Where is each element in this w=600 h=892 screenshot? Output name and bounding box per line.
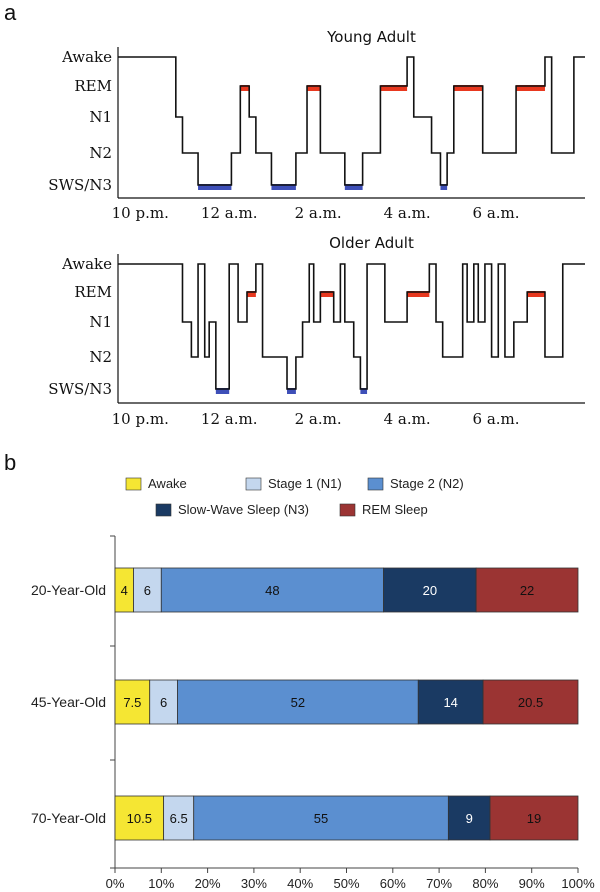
- bar-value-label: 48: [265, 583, 279, 598]
- bar-segment-stage-2-n2: [177, 679, 419, 725]
- hypnogram-x-tick-label: 10 p.m.: [112, 204, 169, 222]
- bar-value-label: 6: [160, 695, 167, 710]
- bar-segment-rem-sleep: [489, 795, 579, 841]
- hypnogram-rem-segment: [320, 291, 334, 297]
- bar-segment-slow-wave-sleep-n3: [447, 795, 491, 841]
- hypnogram-title: Young Adult: [326, 28, 416, 46]
- bar-value-label: 20.5: [518, 695, 543, 710]
- legend-swatch-stage-2-n2: [367, 477, 384, 491]
- hypnogram-x-tick-label: 2 a.m.: [295, 204, 342, 222]
- hypnogram-x-tick-label: 12 a.m.: [201, 204, 258, 222]
- stage-label-sws-n3: SWS/N3: [48, 380, 112, 398]
- stage-label-n2: N2: [89, 144, 112, 162]
- legend-label-slow-wave-sleep-n3: Slow-Wave Sleep (N3): [178, 502, 309, 517]
- bar-segment-slow-wave-sleep-n3: [417, 679, 484, 725]
- stage-label-rem: REM: [74, 283, 112, 301]
- bar-segment-stage-1-n1: [163, 795, 195, 841]
- legend-swatch-awake: [125, 477, 142, 491]
- bar-x-tick-label: 40%: [287, 876, 313, 891]
- hypnogram-rem-segment: [453, 85, 483, 91]
- hypnogram-x-tick-label: 2 a.m.: [295, 410, 342, 428]
- bar-x-tick-label: 20%: [195, 876, 221, 891]
- legend-swatch-slow-wave-sleep-n3: [155, 503, 172, 517]
- hypnogram-rem-segment: [527, 291, 545, 297]
- hypnogram-rem-segment: [380, 85, 408, 91]
- legend-swatch-rem-sleep: [339, 503, 356, 517]
- bar-value-label: 6.5: [170, 811, 188, 826]
- category-label-45-year-old: 45-Year-Old: [31, 694, 106, 710]
- panel-a-label: a: [4, 0, 17, 25]
- bar-x-tick-label: 90%: [519, 876, 545, 891]
- hypnogram-step-line: [118, 56, 585, 186]
- bar-value-label: 52: [291, 695, 305, 710]
- legend-swatch-stage-1-n1: [245, 477, 262, 491]
- bar-x-tick-label: 70%: [426, 876, 452, 891]
- hypnogram-step-line: [118, 263, 585, 390]
- bar-x-tick-label: 10%: [148, 876, 174, 891]
- bar-value-label: 55: [314, 811, 328, 826]
- bar-x-tick-label: 0%: [106, 876, 125, 891]
- stage-label-n1: N1: [89, 108, 112, 126]
- bar-value-label: 20: [423, 583, 437, 598]
- hypnogram-sws-n3-segment: [215, 388, 230, 394]
- hypnogram-sws-n3-segment: [440, 184, 448, 190]
- sleep-stage-stacked-bar-chart: Awake Stage 1 (N1) Stage 2 (N2) Slow-Wave S…: [31, 476, 595, 891]
- hypnogram-x-tick-label: 10 p.m.: [112, 410, 169, 428]
- legend-label-stage-2-n2: Stage 2 (N2): [390, 476, 464, 491]
- bar-x-tick-label: 60%: [380, 876, 406, 891]
- bar-x-tick-label: 100%: [561, 876, 595, 891]
- bar-value-label: 19: [527, 811, 541, 826]
- panel-b-label: b: [4, 450, 16, 475]
- bar-segment-stage-2-n2: [193, 795, 449, 841]
- hypnogram-x-tick-label: 6 a.m.: [473, 204, 520, 222]
- bar-segment-awake: [114, 679, 151, 725]
- bar-value-label: 7.5: [123, 695, 141, 710]
- legend-label-awake: Awake: [148, 476, 187, 491]
- hypnogram-rem-segment: [516, 85, 545, 91]
- stage-label-rem: REM: [74, 77, 112, 95]
- bar-segment-stage-2-n2: [160, 567, 384, 613]
- stage-label-awake: Awake: [61, 255, 112, 273]
- bar-segment-stage-1-n1: [149, 679, 178, 725]
- category-label-20-year-old: 20-Year-Old: [31, 582, 106, 598]
- bar-value-label: 10.5: [127, 811, 152, 826]
- bar-segment-stage-1-n1: [133, 567, 162, 613]
- hypnogram-x-tick-label: 12 a.m.: [201, 410, 258, 428]
- hypnogram-sws-n3-segment: [198, 184, 232, 190]
- bar-x-tick-label: 50%: [333, 876, 359, 891]
- bar-segment-awake: [114, 795, 165, 841]
- hypnogram-x-tick-label: 6 a.m.: [473, 410, 520, 428]
- bar-segment-slow-wave-sleep-n3: [383, 567, 477, 613]
- hypnogram-sws-n3-segment: [271, 184, 296, 190]
- bar-value-label: 4: [121, 583, 128, 598]
- stage-label-awake: Awake: [61, 48, 112, 66]
- hypnogram-x-tick-label: 4 a.m.: [384, 204, 431, 222]
- bar-x-tick-label: 30%: [241, 876, 267, 891]
- hypnogram-x-tick-label: 4 a.m.: [384, 410, 431, 428]
- hypnogram-rem-segment: [407, 291, 430, 297]
- bar-value-label: 9: [466, 811, 473, 826]
- hypnogram-rem-segment: [246, 291, 256, 297]
- hypnogram-rem-segment: [307, 85, 321, 91]
- hypnogram-sws-n3-segment: [344, 184, 363, 190]
- legend-label-rem-sleep: REM Sleep: [362, 502, 428, 517]
- bar-value-label: 14: [443, 695, 457, 710]
- bar-value-label: 6: [144, 583, 151, 598]
- hypnogram-sws-n3-segment: [360, 388, 368, 394]
- hypnogram-title: Older Adult: [329, 234, 414, 252]
- bar-value-label: 22: [520, 583, 534, 598]
- stage-label-sws-n3: SWS/N3: [48, 176, 112, 194]
- category-label-70-year-old: 70-Year-Old: [31, 810, 106, 826]
- legend-label-stage-1-n1: Stage 1 (N1): [268, 476, 342, 491]
- stage-label-n2: N2: [89, 348, 112, 366]
- bar-segment-rem-sleep: [482, 679, 579, 725]
- bar-segment-rem-sleep: [475, 567, 579, 613]
- hypnogram-rem-segment: [240, 85, 250, 91]
- bar-x-tick-label: 80%: [472, 876, 498, 891]
- stage-label-n1: N1: [89, 313, 112, 331]
- hypnogram-sws-n3-segment: [287, 388, 296, 394]
